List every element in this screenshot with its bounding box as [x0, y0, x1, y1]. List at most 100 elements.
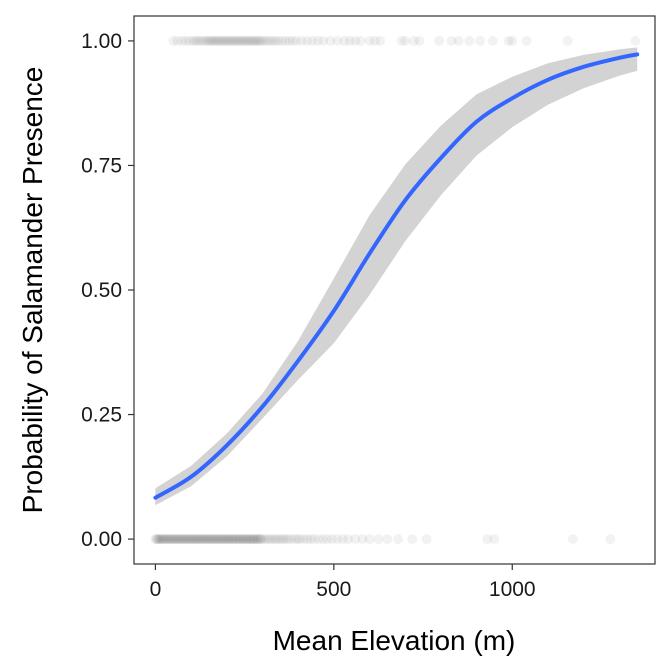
absent-point [204, 534, 215, 545]
absent-point [208, 534, 219, 545]
absent-point [327, 534, 338, 545]
absent-point [206, 534, 217, 545]
present-point [202, 35, 213, 46]
present-point [339, 35, 350, 46]
present-point [209, 35, 220, 46]
absent-point [298, 534, 309, 545]
present-point [245, 35, 255, 46]
absent-point [220, 534, 230, 545]
absent-point [174, 534, 185, 545]
absent-point [252, 534, 263, 545]
present-point [230, 35, 241, 46]
absent-point [215, 534, 226, 545]
absent-point [186, 534, 197, 545]
absent-point [161, 534, 172, 545]
absent-point [212, 534, 223, 545]
present-point [332, 35, 343, 46]
absent-point [246, 534, 256, 545]
absent-point [196, 534, 207, 545]
absent-point [364, 534, 375, 545]
absent-point [191, 534, 202, 545]
present-point [396, 35, 407, 46]
present-point [262, 35, 273, 46]
absent-point [350, 534, 361, 545]
absent-points [150, 534, 616, 545]
absent-point [567, 534, 578, 545]
present-point [207, 35, 218, 46]
present-point [250, 35, 261, 46]
present-point [364, 35, 375, 46]
absent-point [245, 534, 255, 545]
absent-point [153, 534, 164, 545]
absent-point [167, 534, 178, 545]
absent-point [305, 534, 316, 545]
present-point [287, 35, 298, 46]
absent-point [254, 534, 265, 545]
present-point [369, 35, 380, 46]
absent-point [247, 534, 258, 545]
present-point [190, 35, 201, 46]
absent-point [241, 534, 252, 545]
absent-point [189, 534, 199, 545]
present-point [312, 35, 323, 46]
absent-point [482, 534, 493, 545]
absent-point [159, 534, 170, 545]
present-point [318, 35, 329, 46]
present-point [225, 35, 236, 46]
present-point [307, 35, 318, 46]
absent-point [162, 534, 173, 545]
absent-point [268, 534, 279, 545]
y-tick-label: 0.00 [81, 528, 122, 551]
absent-point [228, 534, 239, 545]
absent-point [302, 534, 313, 545]
absent-point [205, 534, 216, 545]
present-point [211, 35, 222, 46]
x-axis-title: Mean Elevation (m) [273, 625, 516, 656]
present-point [214, 35, 225, 46]
present-point [248, 35, 259, 46]
present-point [414, 35, 425, 46]
present-point [227, 35, 238, 46]
absent-point [198, 534, 209, 545]
present-point [291, 35, 302, 46]
present-point [168, 35, 179, 46]
absent-point [393, 534, 404, 545]
absent-point [489, 534, 500, 545]
absent-point [160, 534, 171, 545]
present-points [168, 35, 641, 46]
present-point [302, 35, 313, 46]
absent-point [177, 534, 188, 545]
absent-point [178, 534, 189, 545]
present-point [236, 35, 247, 46]
absent-point [222, 534, 233, 545]
absent-point [202, 534, 213, 545]
absent-point [229, 534, 240, 545]
y-tick-label: 1.00 [81, 30, 122, 53]
absent-point [184, 534, 195, 545]
absent-point [199, 534, 210, 545]
absent-point [231, 534, 242, 545]
absent-point [276, 534, 286, 545]
absent-point [337, 534, 348, 545]
present-point [220, 35, 230, 46]
present-point [487, 35, 498, 46]
present-point [446, 35, 457, 46]
present-point [255, 35, 266, 46]
absent-point [261, 534, 272, 545]
present-point [212, 35, 223, 46]
absent-point [263, 534, 274, 545]
present-point [257, 35, 268, 46]
present-point [197, 35, 208, 46]
absent-point [166, 534, 177, 545]
present-point [409, 35, 420, 46]
present-point [218, 35, 229, 46]
absent-point [255, 534, 266, 545]
y-tick-label: 0.50 [81, 279, 122, 302]
present-point [268, 35, 279, 46]
absent-point [193, 534, 204, 545]
x-tick-label: 0 [150, 578, 162, 601]
absent-point [183, 534, 194, 545]
present-point [521, 35, 532, 46]
absent-point [195, 534, 205, 545]
